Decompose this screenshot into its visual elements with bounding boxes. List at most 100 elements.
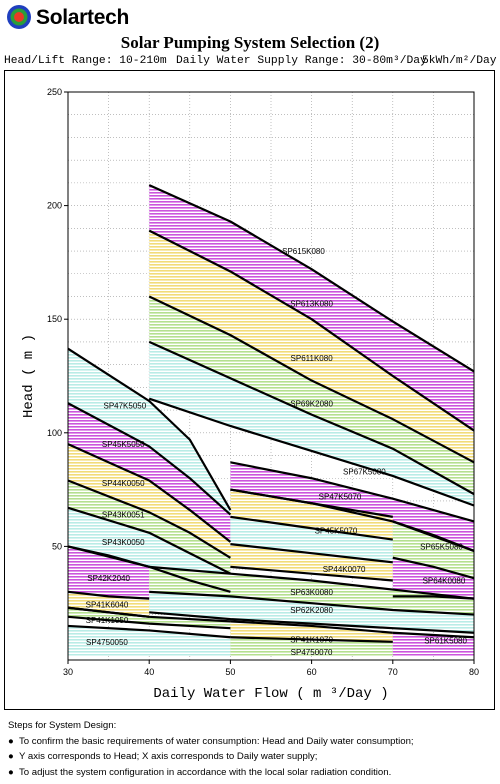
x-tick-label: 40 — [144, 667, 154, 677]
band-SP43K0051 — [68, 480, 231, 574]
bullet-icon: ● — [8, 751, 14, 762]
series-label: SP67K5080 — [343, 467, 386, 476]
y-axis-title: Head ( m ) — [21, 334, 37, 418]
bullet-icon: ● — [8, 735, 14, 747]
series-label: SP4750070 — [291, 648, 333, 657]
curve-SP63K0080 — [149, 565, 475, 600]
band-SP65K5080 — [392, 521, 474, 579]
band-SP61K5080 — [392, 632, 474, 656]
label-layer: SP615K080 SP613K080 SP611K080 SP69K2080 SP47… — [86, 247, 468, 657]
brand-name: Solartech — [36, 6, 129, 29]
band-SP4750070 — [230, 637, 393, 656]
series-label: SP41K1070 — [290, 636, 333, 645]
curve-SP65K5080 — [392, 556, 475, 580]
band-SP69K2080 — [149, 341, 474, 506]
curve-SP41K1050 — [67, 615, 231, 630]
series-label: SP47K5050 — [103, 402, 146, 411]
curve-SP613K080 — [148, 295, 475, 464]
curve-SP615K080 — [148, 229, 475, 432]
band-SP4750050 — [68, 625, 231, 656]
series-label: SP42K2040 — [87, 574, 130, 583]
curve-SP41K1050 — [67, 606, 231, 623]
band-layer — [68, 185, 474, 656]
curve-SP615K080 — [148, 184, 475, 373]
series-label: SP69K2080 — [290, 399, 333, 408]
curve-SP61K5080 — [392, 631, 475, 639]
curve-SP62K2080 — [149, 611, 475, 634]
curve-SP47K5050 — [67, 402, 232, 516]
band-SP613K080 — [149, 230, 474, 463]
band-SP45K5050 — [68, 403, 231, 542]
series-label: SP615K080 — [282, 247, 325, 256]
band-SP47K5070 — [230, 489, 393, 540]
curve-SP47K5050 — [67, 347, 232, 511]
x-axis-title: Daily Water Flow ( m ³/Day ) — [153, 686, 388, 702]
circle-logo-icon — [7, 5, 31, 29]
curve-SP47K5070 — [230, 488, 393, 518]
curve-SP65K5080 — [392, 520, 475, 552]
band-SP62K2080 — [149, 591, 474, 633]
supply-range-text: Daily Water Supply Range: 30-80m³/Day — [176, 55, 427, 67]
series-label: SP43K0050 — [102, 538, 145, 547]
bullet-icon: ● — [8, 766, 14, 778]
y-tick-label: 150 — [47, 314, 62, 324]
series-label: SP44K0050 — [102, 479, 145, 488]
y-tick-label: 250 — [47, 87, 62, 97]
solar-radiation-text: 5kWh/m²/Day — [422, 55, 497, 67]
band-SP615K080 — [149, 185, 474, 431]
band-SP64K0080 — [392, 557, 474, 599]
curve-SP4750050 — [67, 624, 231, 639]
curve-SP63K0080 — [149, 590, 475, 616]
series-label: SP45K5050 — [102, 440, 145, 449]
series-label: SP47K5070 — [319, 492, 362, 501]
band-SP41K1070 — [230, 621, 393, 642]
series-label: SP43K0051 — [102, 511, 145, 520]
page-title: Solar Pumping System Selection (2) — [120, 33, 380, 52]
design-notes: Steps for System Design: ● To confirm the… — [8, 718, 414, 780]
brand-logo: Solartech — [6, 4, 156, 30]
band-SP42K2040 — [68, 546, 150, 599]
y-tick-label: 100 — [47, 428, 62, 438]
series-label: SP45K5070 — [315, 526, 358, 535]
curve-SP69K2080 — [148, 397, 475, 507]
series-label: SP41K6040 — [86, 600, 129, 609]
note-item: ● Y axis corresponds to Head; X axis corr… — [8, 749, 414, 765]
curve-SP41K1070 — [230, 620, 393, 634]
series-label: SP61K5080 — [424, 637, 467, 646]
curve-SP611K080 — [148, 340, 475, 496]
curve-SP44K0070 — [230, 565, 393, 582]
curve-layer — [67, 184, 475, 643]
x-tick-label: 50 — [225, 667, 235, 677]
y-tick-label: 50 — [52, 541, 62, 551]
curve-SP44K0050 — [67, 479, 231, 559]
band-SP47K5050 — [68, 348, 231, 515]
note-item: ● To adjust the system configuration in a… — [8, 765, 414, 781]
x-tick-label: 80 — [469, 667, 479, 677]
curve-SP42K2040 — [67, 545, 150, 568]
series-label: SP611K080 — [291, 354, 334, 363]
curve-SP41K1070 — [230, 636, 393, 643]
x-tick-label: 60 — [307, 667, 317, 677]
series-label: SP64K0080 — [423, 576, 466, 585]
band-SP611K080 — [149, 296, 474, 495]
band-SP63K0080 — [149, 566, 474, 615]
curve-SP42K2040 — [67, 590, 150, 600]
x-tick-label: 70 — [388, 667, 398, 677]
series-label: SP62K2080 — [290, 606, 333, 615]
series-label: SP4750050 — [86, 638, 128, 647]
series-label: SP65K5080 — [420, 542, 463, 551]
curve-SP45K5050 — [67, 443, 232, 543]
band-SP44K0070 — [230, 544, 393, 581]
curve-SP43K0051 — [67, 506, 231, 575]
head-range-text: Head/Lift Range: 10-210m — [4, 55, 167, 67]
axis-layer: 30 40 50 60 70 80 50 100 150 200 250 — [47, 87, 479, 677]
x-tick-label: 30 — [63, 667, 73, 677]
note-item: ● To confirm the basic requirements of wa… — [8, 734, 414, 750]
series-label: SP41K1050 — [86, 616, 129, 625]
series-label: SP613K080 — [290, 299, 333, 308]
notes-heading: Steps for System Design: — [8, 720, 117, 731]
series-label: SP44K0070 — [323, 565, 366, 574]
series-label: SP63K0080 — [290, 588, 333, 597]
curve-SP67K5080 — [230, 461, 475, 523]
